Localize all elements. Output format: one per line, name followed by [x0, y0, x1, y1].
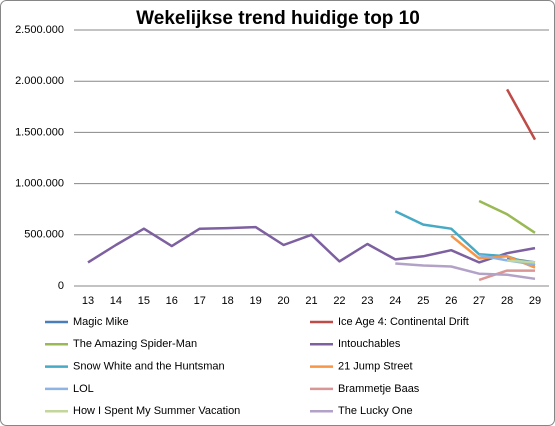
series-line — [506, 88, 537, 141]
y-tick-label: 2.500.000 — [15, 24, 64, 36]
x-tick-label: 19 — [249, 295, 261, 307]
x-tick-label: 18 — [222, 295, 234, 307]
series-line — [478, 269, 535, 282]
x-tick-label: 27 — [473, 295, 485, 307]
x-tick-label: 15 — [138, 295, 150, 307]
x-tick-label: 21 — [305, 295, 317, 307]
x-tick-label: 20 — [277, 295, 289, 307]
chart-title: Wekelijkse trend huidige top 10 — [136, 8, 420, 29]
x-tick-label: 25 — [417, 295, 429, 307]
legend-label: Magic Mike — [73, 316, 129, 328]
legend-label: Brammetje Baas — [338, 383, 420, 395]
y-tick-label: 2.000.000 — [15, 75, 64, 87]
x-tick-label: 28 — [501, 295, 513, 307]
x-tick-label: 29 — [529, 295, 541, 307]
legend-label: Ice Age 4: Continental Drift — [338, 316, 469, 328]
y-tick-label: 1.000.000 — [15, 178, 64, 190]
x-tick-label: 16 — [166, 295, 178, 307]
series-line — [87, 225, 536, 264]
legend-label: Intouchables — [338, 338, 401, 350]
legend-label: LOL — [73, 383, 94, 395]
x-tick-label: 14 — [110, 295, 122, 307]
legend-label: The Lucky One — [338, 405, 413, 417]
x-tick-label: 13 — [82, 295, 94, 307]
series-line — [478, 199, 536, 234]
x-tick-label: 26 — [445, 295, 457, 307]
series-line — [395, 262, 536, 281]
series-line — [507, 259, 536, 264]
legend-label: The Amazing Spider-Man — [73, 338, 197, 350]
legend-label: Snow White and the Huntsman — [73, 361, 225, 373]
y-tick-label: 0 — [58, 280, 64, 292]
x-tick-label: 22 — [333, 295, 345, 307]
x-tick-label: 24 — [389, 295, 401, 307]
y-tick-label: 500.000 — [24, 229, 64, 241]
legend-label: How I Spent My Summer Vacation — [73, 405, 240, 417]
legend-label: 21 Jump Street — [338, 361, 413, 373]
x-tick-label: 17 — [194, 295, 206, 307]
y-tick-label: 1.500.000 — [15, 126, 64, 138]
x-tick-label: 23 — [361, 295, 373, 307]
